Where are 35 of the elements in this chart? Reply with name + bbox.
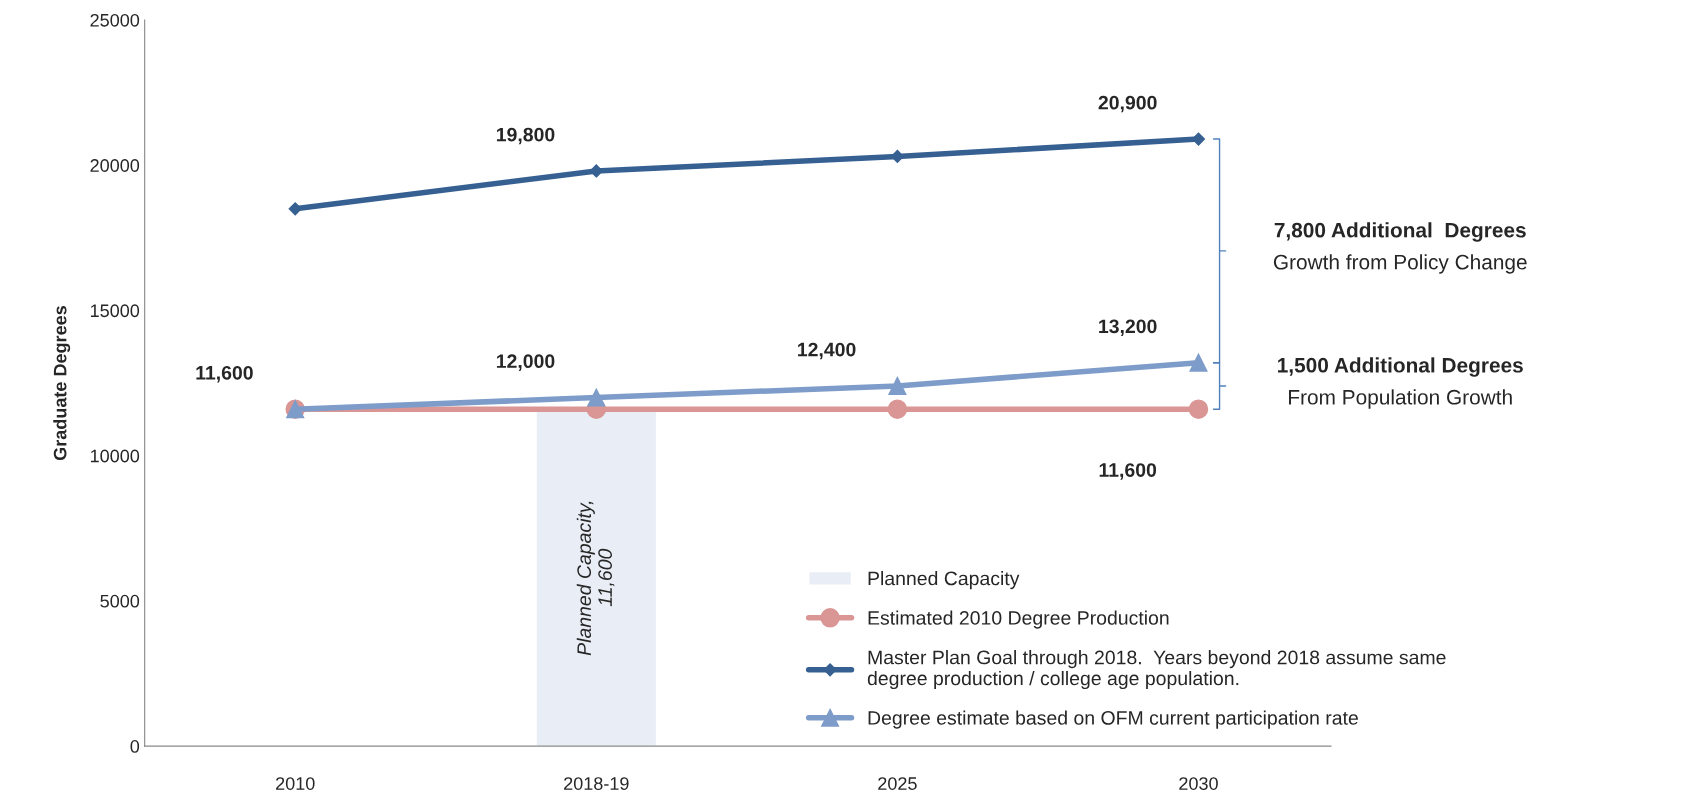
data-label: 13,200	[1099, 319, 1157, 337]
point	[288, 202, 302, 216]
legend-label: Estimated 2010 Degree Production	[868, 610, 1169, 629]
x-tick-label: 2018-19	[564, 777, 629, 790]
data-label: 11,600	[196, 365, 253, 383]
point	[888, 376, 907, 395]
legend-label: Degree estimate based on OFM current participation rate	[868, 710, 1358, 729]
point	[887, 399, 908, 419]
point	[589, 164, 603, 178]
y-tick-label: 10000	[90, 449, 140, 463]
data-label: 12,000	[496, 354, 555, 371]
y-tick-label: 0	[130, 740, 140, 753]
annotation: From Population Growth	[1289, 389, 1512, 409]
data-label: 12,400	[798, 342, 856, 360]
annotation: 1,500 Additional Degrees	[1278, 357, 1523, 377]
point	[1191, 132, 1206, 146]
legend-label: Planned Capacity	[868, 571, 1020, 590]
data-label: 19,800	[496, 127, 555, 145]
point	[1189, 353, 1208, 372]
y-tick-label: 15000	[90, 304, 140, 318]
point	[587, 388, 606, 407]
legend-label: Master Plan Goal through 2018. Years beyond 2018 assume same degree production / college age population.	[867, 650, 1446, 690]
data-label: 11,600	[1099, 463, 1157, 480]
data-label: Planned Capacity, 11,600	[576, 501, 615, 656]
y-tick-label: 5000	[100, 594, 140, 608]
annotation: Growth from Policy Change	[1273, 254, 1527, 274]
y-tick-label: 25000	[90, 13, 140, 27]
point	[1188, 399, 1209, 419]
data-label: 20,900	[1098, 95, 1157, 113]
y-axis-title: Graduate Degrees	[53, 306, 71, 461]
annotation: 7,800 Additional Degrees	[1274, 222, 1526, 242]
x-tick-label: 2010	[276, 777, 315, 790]
y-tick-label: 20000	[90, 159, 140, 172]
x-tick-label: 2030	[1179, 777, 1218, 790]
x-tick-label: 2025	[878, 777, 917, 790]
